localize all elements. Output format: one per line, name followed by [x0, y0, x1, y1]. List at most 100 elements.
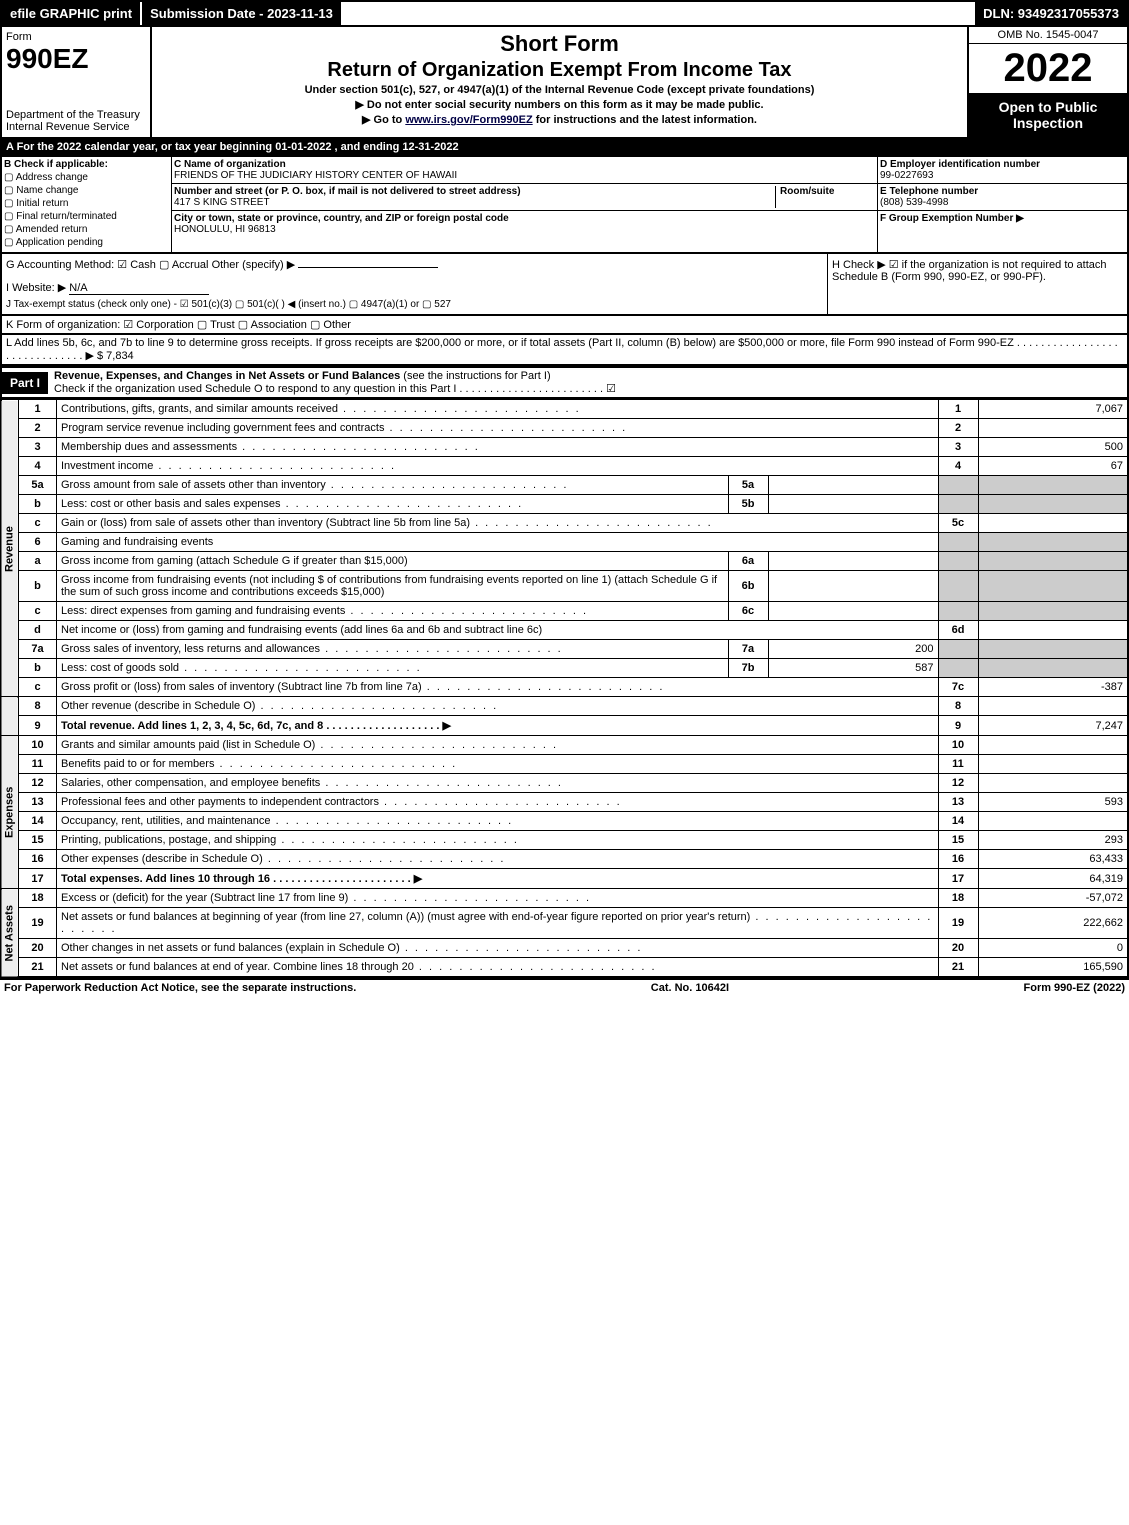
- org-name-label: C Name of organization: [174, 159, 875, 170]
- l7c-num: c: [19, 678, 57, 697]
- l4-desc: Investment income: [57, 457, 939, 476]
- l6-num: 6: [19, 533, 57, 552]
- street-label: Number and street (or P. O. box, if mail…: [174, 186, 775, 197]
- l5a-sc: 5a: [728, 476, 768, 495]
- l5b-sc: 5b: [728, 495, 768, 514]
- block-d-ids: D Employer identification number 99-0227…: [877, 157, 1127, 252]
- l12-val: [978, 774, 1128, 793]
- section-revenue-cont: [1, 697, 19, 736]
- tel-label: E Telephone number: [880, 186, 1125, 197]
- block-b-checkboxes: B Check if applicable: Address change Na…: [2, 157, 172, 252]
- chk-accrual[interactable]: Accrual: [159, 259, 209, 271]
- l5c-ln: 5c: [938, 514, 978, 533]
- telephone: (808) 539-4998: [880, 197, 1125, 208]
- l6a-sc: 6a: [728, 552, 768, 571]
- l10-ln: 10: [938, 736, 978, 755]
- l7b-num: b: [19, 659, 57, 678]
- l2-desc: Program service revenue including govern…: [57, 419, 939, 438]
- l5a-ln: [938, 476, 978, 495]
- l11-num: 11: [19, 755, 57, 774]
- form-number: 990EZ: [6, 43, 146, 75]
- section-netassets: Net Assets: [1, 889, 19, 978]
- room-label: Room/suite: [780, 186, 875, 197]
- l17-num: 17: [19, 869, 57, 889]
- l5a-desc: Gross amount from sale of assets other t…: [57, 476, 729, 495]
- chk-final-return[interactable]: Final return/terminated: [4, 211, 169, 222]
- form-word: Form: [6, 31, 146, 43]
- l7a-ln: [938, 640, 978, 659]
- dln: DLN: 93492317055373: [975, 2, 1127, 25]
- l1-val: 7,067: [978, 400, 1128, 419]
- accounting-other: Other (specify) ▶: [212, 259, 296, 271]
- l5c-desc: Gain or (loss) from sale of assets other…: [57, 514, 939, 533]
- l10-desc: Grants and similar amounts paid (list in…: [57, 736, 939, 755]
- l11-val: [978, 755, 1128, 774]
- l10-val: [978, 736, 1128, 755]
- l6b-sc: 6b: [728, 571, 768, 602]
- l11-desc: Benefits paid to or for members: [57, 755, 939, 774]
- department: Department of the Treasury Internal Reve…: [6, 109, 146, 133]
- chk-cash[interactable]: Cash: [117, 259, 156, 271]
- l10-num: 10: [19, 736, 57, 755]
- website-value: N/A: [69, 282, 209, 295]
- l21-desc: Net assets or fund balances at end of ye…: [57, 958, 939, 978]
- l19-desc: Net assets or fund balances at beginning…: [57, 908, 939, 939]
- l8-desc: Other revenue (describe in Schedule O): [57, 697, 939, 716]
- l7c-val: -387: [978, 678, 1128, 697]
- short-form-title: Short Form: [156, 31, 963, 57]
- chk-address-change[interactable]: Address change: [4, 172, 169, 183]
- row-h: H Check ▶ ☑ if the organization is not r…: [827, 254, 1127, 314]
- form-subtitle: Under section 501(c), 527, or 4947(a)(1)…: [156, 84, 963, 96]
- row-g: G Accounting Method: Cash Accrual Other …: [6, 258, 823, 271]
- l6c-val: [978, 602, 1128, 621]
- l3-num: 3: [19, 438, 57, 457]
- l5b-sv: [768, 495, 938, 514]
- part1-check-line: Check if the organization used Schedule …: [54, 383, 616, 395]
- l16-val: 63,433: [978, 850, 1128, 869]
- l15-desc: Printing, publications, postage, and shi…: [57, 831, 939, 850]
- l5a-val: [978, 476, 1128, 495]
- irs-link[interactable]: www.irs.gov/Form990EZ: [405, 114, 532, 126]
- l2-val: [978, 419, 1128, 438]
- part1-header: Part I Revenue, Expenses, and Changes in…: [0, 366, 1129, 399]
- efile-print-label[interactable]: efile GRAPHIC print: [2, 2, 140, 25]
- l6c-ln: [938, 602, 978, 621]
- org-name: FRIENDS OF THE JUDICIARY HISTORY CENTER …: [174, 170, 875, 181]
- l20-num: 20: [19, 939, 57, 958]
- l3-desc: Membership dues and assessments: [57, 438, 939, 457]
- l9-val: 7,247: [978, 716, 1128, 736]
- l7b-sv: 587: [768, 659, 938, 678]
- l18-desc: Excess or (deficit) for the year (Subtra…: [57, 889, 939, 908]
- l9-num: 9: [19, 716, 57, 736]
- l18-ln: 18: [938, 889, 978, 908]
- l17-desc: Total expenses. Add lines 10 through 16 …: [57, 869, 939, 889]
- form-header: Form 990EZ Department of the Treasury In…: [0, 27, 1129, 139]
- chk-amended-return[interactable]: Amended return: [4, 224, 169, 235]
- l5c-num: c: [19, 514, 57, 533]
- l13-val: 593: [978, 793, 1128, 812]
- chk-application-pending[interactable]: Application pending: [4, 237, 169, 248]
- accounting-other-blank[interactable]: [298, 267, 438, 268]
- l13-num: 13: [19, 793, 57, 812]
- l7b-desc: Less: cost of goods sold: [57, 659, 729, 678]
- part1-tag: Part I: [2, 372, 48, 394]
- tax-year: 2022: [969, 44, 1127, 93]
- l6c-num: c: [19, 602, 57, 621]
- row-gh: G Accounting Method: Cash Accrual Other …: [0, 254, 1129, 316]
- chk-initial-return[interactable]: Initial return: [4, 198, 169, 209]
- l21-num: 21: [19, 958, 57, 978]
- l11-ln: 11: [938, 755, 978, 774]
- part1-sub: (see the instructions for Part I): [403, 370, 550, 382]
- l6b-desc: Gross income from fundraising events (no…: [57, 571, 729, 602]
- l18-val: -57,072: [978, 889, 1128, 908]
- l15-ln: 15: [938, 831, 978, 850]
- l6-ln: [938, 533, 978, 552]
- l5b-num: b: [19, 495, 57, 514]
- l12-desc: Salaries, other compensation, and employ…: [57, 774, 939, 793]
- section-expenses: Expenses: [1, 736, 19, 889]
- ein-label: D Employer identification number: [880, 159, 1125, 170]
- chk-name-change[interactable]: Name change: [4, 185, 169, 196]
- l7a-sc: 7a: [728, 640, 768, 659]
- open-to-public: Open to Public Inspection: [969, 93, 1127, 137]
- l16-ln: 16: [938, 850, 978, 869]
